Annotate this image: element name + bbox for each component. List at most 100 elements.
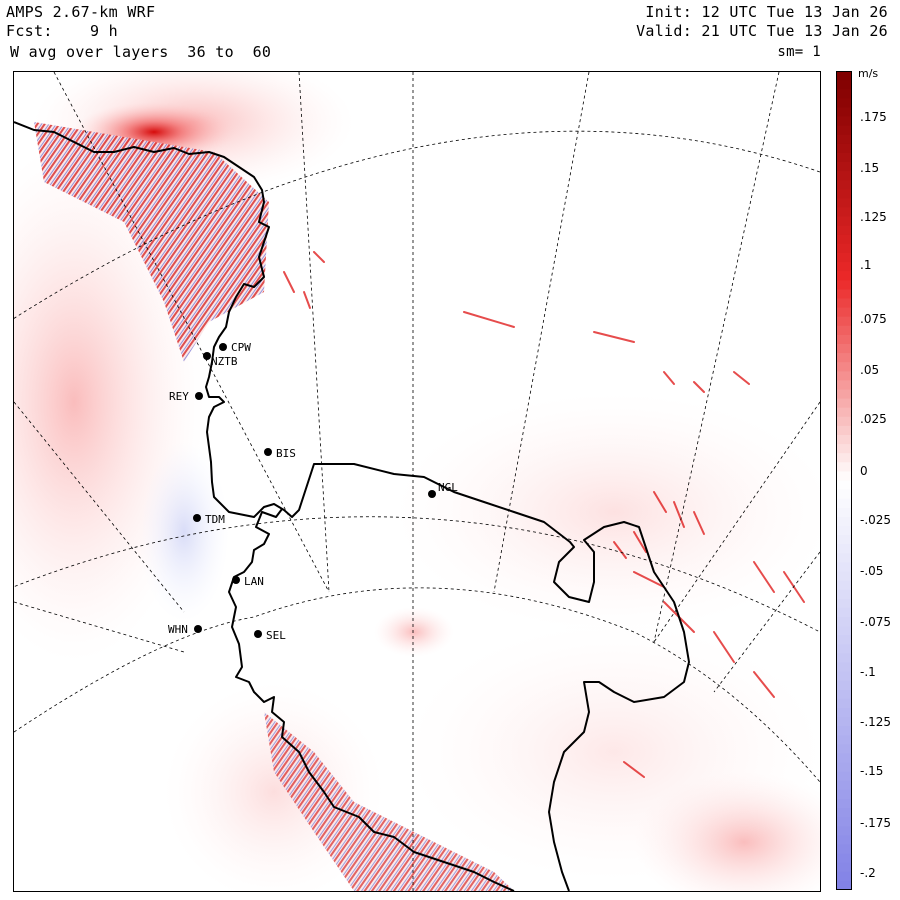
model-title: AMPS 2.67-km WRF bbox=[6, 3, 156, 21]
colorbar-segment bbox=[836, 298, 852, 309]
station-label: NZTB bbox=[211, 355, 238, 368]
colorbar-tick-label: -.2 bbox=[860, 866, 876, 880]
colorbar-segment bbox=[836, 253, 852, 263]
colorbar-segment bbox=[836, 680, 852, 691]
colorbar-segment bbox=[836, 626, 852, 636]
colorbar-segment bbox=[836, 89, 852, 99]
colorbar-segment bbox=[836, 671, 852, 682]
colorbar-segment bbox=[836, 98, 852, 108]
station-marker bbox=[193, 514, 201, 522]
colorbar-segment bbox=[836, 116, 852, 127]
colorbar-tick-label: .075 bbox=[860, 312, 887, 326]
colorbar-segment bbox=[836, 334, 852, 345]
colorbar-segment bbox=[836, 516, 852, 527]
coastline bbox=[14, 121, 690, 891]
colorbar-tick-label: .025 bbox=[860, 412, 887, 426]
colorbar-segment bbox=[836, 207, 852, 218]
colorbar-segment bbox=[836, 389, 852, 400]
colorbar-segment bbox=[836, 471, 852, 482]
colorbar-segment bbox=[836, 289, 852, 300]
colorbar-segment bbox=[836, 607, 852, 618]
init-time: Init: 12 UTC Tue 13 Jan 26 bbox=[645, 3, 888, 21]
colorbar-segment bbox=[836, 216, 852, 227]
station-label: LAN bbox=[244, 575, 264, 588]
colorbar-segment bbox=[836, 80, 852, 90]
colorbar-segment bbox=[836, 380, 852, 391]
colorbar-segment bbox=[836, 107, 852, 118]
colorbar-segment bbox=[836, 498, 852, 509]
colorbar-segment bbox=[836, 225, 852, 236]
colorbar-tick-label: -.125 bbox=[860, 715, 892, 729]
colorbar-segment bbox=[836, 744, 852, 755]
colorbar-segment bbox=[836, 171, 852, 181]
station-label: TDM bbox=[205, 513, 225, 526]
station-marker bbox=[195, 392, 203, 400]
colorbar-segment bbox=[836, 862, 852, 873]
colorbar-tick-label: .1 bbox=[860, 258, 872, 272]
colorbar-tick-label: -.075 bbox=[860, 615, 892, 629]
colorbar-segment bbox=[836, 544, 852, 554]
colorbar-segment bbox=[836, 762, 852, 773]
colorbar-tick-label: -.025 bbox=[860, 513, 892, 527]
colorbar-segment bbox=[836, 435, 852, 445]
colorbar-segment bbox=[836, 526, 852, 536]
colorbar-segment bbox=[836, 771, 852, 782]
colorbar-segment bbox=[836, 726, 852, 736]
colorbar-segment bbox=[836, 271, 852, 281]
colorbar-segment bbox=[836, 662, 852, 673]
colorbar-segment bbox=[836, 580, 852, 591]
colorbar-segment bbox=[836, 143, 852, 154]
valid-time: Valid: 21 UTC Tue 13 Jan 26 bbox=[636, 22, 888, 40]
colorbar-segment bbox=[836, 316, 852, 327]
colorbar-segment bbox=[836, 71, 852, 81]
colorbar-segment bbox=[836, 644, 852, 654]
colorbar bbox=[836, 71, 852, 890]
colorbar-tick-label: .175 bbox=[860, 110, 887, 124]
station-label: NGL bbox=[438, 481, 458, 494]
colorbar-segment bbox=[836, 635, 852, 645]
colorbar-tick-label: .05 bbox=[860, 363, 880, 377]
colorbar-tick-label: -.1 bbox=[860, 665, 876, 679]
colorbar-segment bbox=[836, 708, 852, 718]
colorbar-segment bbox=[836, 189, 852, 199]
station-marker bbox=[254, 630, 262, 638]
station-label: WHN bbox=[168, 623, 188, 636]
colorbar-segment bbox=[836, 444, 852, 454]
colorbar-segment bbox=[836, 507, 852, 518]
colorbar-segment bbox=[836, 780, 852, 791]
smoothing-label: sm= 1 bbox=[777, 44, 821, 60]
station-label: BIS bbox=[276, 447, 296, 460]
colorbar-tick-label: -.05 bbox=[860, 564, 884, 578]
colorbar-segment bbox=[836, 799, 852, 809]
forecast-hour: Fcst: 9 h bbox=[6, 22, 118, 40]
colorbar-segment bbox=[836, 325, 852, 336]
colorbar-segment bbox=[836, 353, 852, 363]
colorbar-segment bbox=[836, 262, 852, 272]
colorbar-segment bbox=[836, 453, 852, 463]
colorbar-tick-label: .15 bbox=[860, 161, 880, 175]
colorbar-segment bbox=[836, 698, 852, 709]
colorbar-segment bbox=[836, 407, 852, 418]
colorbar-segment bbox=[836, 571, 852, 582]
colorbar-segment bbox=[836, 152, 852, 163]
colorbar-segment bbox=[836, 880, 852, 890]
colorbar-segment bbox=[836, 480, 852, 491]
colorbar-segment bbox=[836, 125, 852, 136]
colorbar-segment bbox=[836, 753, 852, 764]
colorbar-segment bbox=[836, 835, 852, 846]
colorbar-segment bbox=[836, 689, 852, 700]
station-marker bbox=[219, 343, 227, 351]
station-label: REY bbox=[169, 390, 189, 403]
station-marker bbox=[232, 576, 240, 584]
vertical-velocity-field bbox=[14, 72, 820, 891]
colorbar-segment bbox=[836, 344, 852, 354]
station-marker bbox=[203, 352, 211, 360]
colorbar-segment bbox=[836, 844, 852, 855]
colorbar-segment bbox=[836, 362, 852, 372]
colorbar-segment bbox=[836, 462, 852, 472]
colorbar-tick-label: 0 bbox=[860, 464, 868, 478]
colorbar-segment bbox=[836, 598, 852, 609]
colorbar-segment bbox=[836, 425, 852, 436]
colorbar-segment bbox=[836, 416, 852, 427]
